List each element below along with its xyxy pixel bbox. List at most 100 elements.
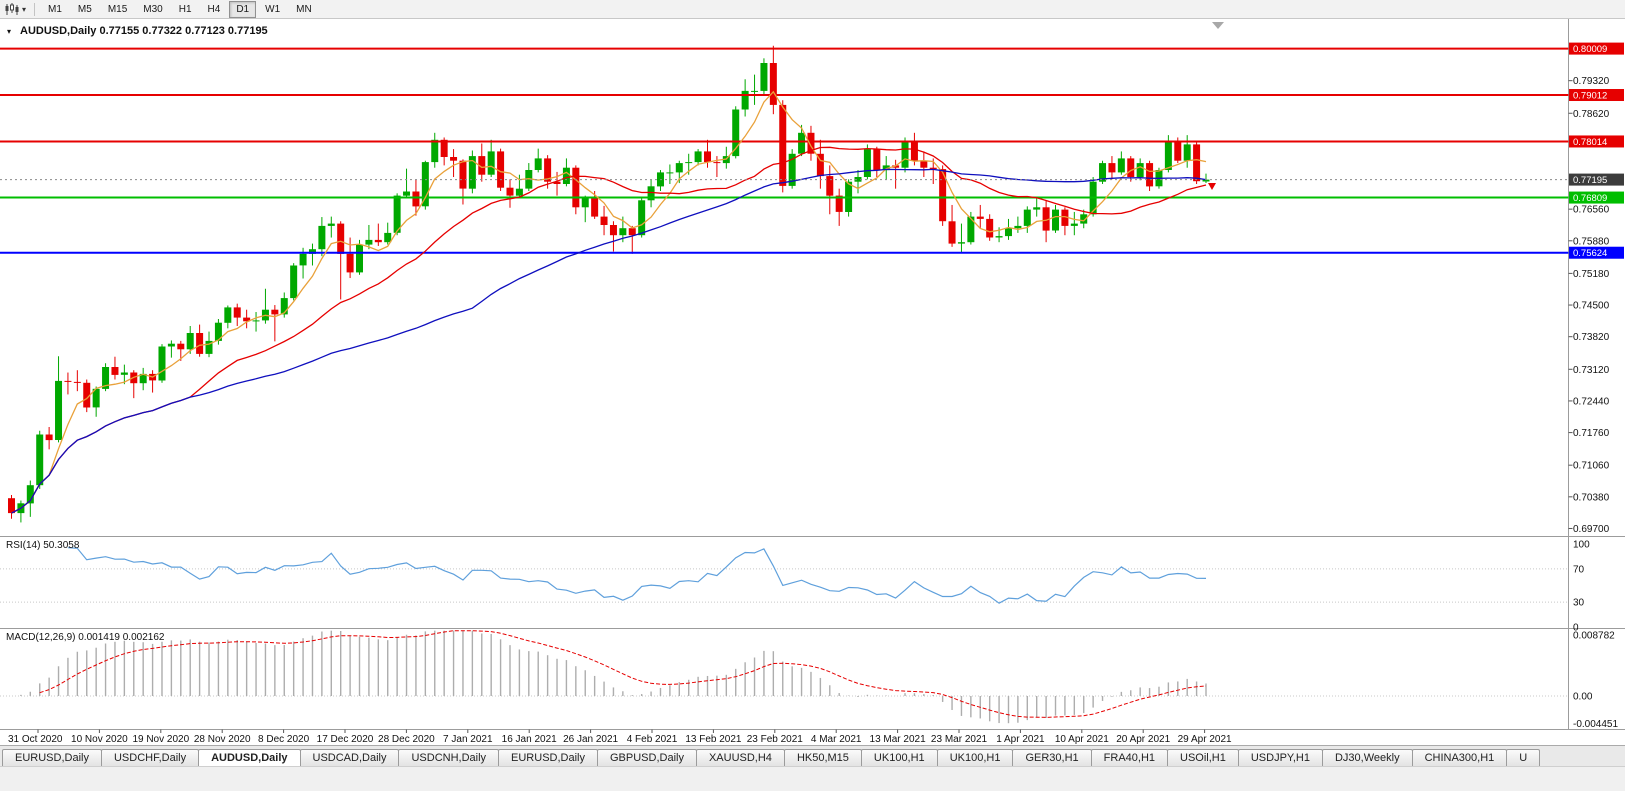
- ma-20-line: [11, 146, 1207, 514]
- ma-5-line: [11, 90, 1207, 514]
- chart-tab-usdcnhdaily[interactable]: USDCNH,Daily: [398, 749, 500, 766]
- macd-histogram: [20, 630, 1207, 724]
- svg-text:-0.004451: -0.004451: [1573, 719, 1618, 730]
- svg-text:0.008782: 0.008782: [1573, 630, 1615, 641]
- level-price-tag: [1569, 246, 1624, 259]
- timeframe-button-m1[interactable]: M1: [41, 1, 69, 18]
- macd-signal-line: [39, 630, 1207, 718]
- moving-averages: [11, 90, 1207, 514]
- chart-tab-eurusddaily[interactable]: EURUSD,Daily: [2, 749, 102, 766]
- svg-text:70: 70: [1573, 564, 1585, 575]
- ma-50-line: [11, 168, 1207, 514]
- svg-text:23 Feb 2021: 23 Feb 2021: [747, 734, 804, 745]
- chart-tab-usoilh1[interactable]: USOil,H1: [1167, 749, 1239, 766]
- chart-tab-uk100h1[interactable]: UK100,H1: [860, 749, 938, 766]
- svg-text:0.71060: 0.71060: [1573, 461, 1610, 472]
- svg-text:0.77195: 0.77195: [1573, 175, 1607, 186]
- level-price-tag: [1569, 42, 1624, 55]
- chart-tab-audusddaily[interactable]: AUDUSD,Daily: [198, 749, 301, 766]
- svg-text:0.73120: 0.73120: [1573, 365, 1610, 376]
- svg-text:30: 30: [1573, 598, 1585, 609]
- timeframe-buttons: M1 M5 M15 M30 H1 H4 D1 W1 MN: [40, 0, 320, 18]
- timeframe-button-m5[interactable]: M5: [71, 1, 99, 18]
- svg-text:0.79320: 0.79320: [1573, 76, 1610, 87]
- svg-text:28 Dec 2020: 28 Dec 2020: [378, 734, 435, 745]
- svg-text:0.76809: 0.76809: [1573, 193, 1607, 204]
- svg-text:0.69700: 0.69700: [1573, 524, 1610, 535]
- chart-shift-marker-icon[interactable]: [1212, 22, 1224, 29]
- svg-text:10 Nov 2020: 10 Nov 2020: [71, 734, 128, 745]
- chart-window-icon[interactable]: [3, 2, 21, 17]
- chart-tab-bar: EURUSD,Daily USDCHF,Daily AUDUSD,Daily USDC…: [0, 745, 1625, 766]
- timeframe-button-d1[interactable]: D1: [229, 0, 257, 18]
- svg-text:26 Jan 2021: 26 Jan 2021: [563, 734, 618, 745]
- axis-price-labels: 0.80009 0.79012 0.78014 0.76809 0.75624 0.771…: [1569, 42, 1624, 259]
- svg-text:31 Oct 2020: 31 Oct 2020: [8, 734, 63, 745]
- svg-text:28 Nov 2020: 28 Nov 2020: [194, 734, 251, 745]
- timeframe-button-h1[interactable]: H1: [172, 1, 199, 18]
- svg-text:10 Apr 2021: 10 Apr 2021: [1055, 734, 1109, 745]
- rsi-indicator-label: RSI(14) 50.3058: [6, 540, 80, 551]
- timeframes-toolbar: ▾ M1 M5 M15 M30 H1 H4 D1 W1 MN: [0, 0, 1625, 19]
- toolbar-separator: [34, 2, 36, 16]
- chart-tab-gbpusddaily[interactable]: GBPUSD,Daily: [597, 749, 697, 766]
- chart-tab-u[interactable]: U: [1506, 749, 1541, 766]
- timeframe-button-mn[interactable]: MN: [289, 1, 319, 18]
- svg-text:0.80009: 0.80009: [1573, 44, 1607, 55]
- svg-text:0.75880: 0.75880: [1573, 236, 1610, 247]
- chart-tab-ger30h1[interactable]: GER30,H1: [1012, 749, 1092, 766]
- chart-menu-caret-icon[interactable]: ▾: [22, 4, 27, 14]
- svg-text:20 Apr 2021: 20 Apr 2021: [1116, 734, 1170, 745]
- rsi-panel: 100 70 30 0: [0, 540, 1590, 634]
- svg-text:7 Jan 2021: 7 Jan 2021: [443, 734, 493, 745]
- chart-tab-usdjpyh1[interactable]: USDJPY,H1: [1237, 749, 1323, 766]
- svg-text:17 Dec 2020: 17 Dec 2020: [317, 734, 374, 745]
- rsi-line: [67, 547, 1207, 604]
- chart-tab-china300h1[interactable]: CHINA300,H1: [1411, 749, 1508, 766]
- svg-text:13 Feb 2021: 13 Feb 2021: [685, 734, 742, 745]
- svg-text:1 Apr 2021: 1 Apr 2021: [996, 734, 1045, 745]
- timeframe-button-w1[interactable]: W1: [258, 1, 287, 18]
- svg-text:8 Dec 2020: 8 Dec 2020: [258, 734, 310, 745]
- macd-panel: 0.008782 0.00 -0.004451: [0, 630, 1618, 730]
- svg-text:0.70380: 0.70380: [1573, 492, 1610, 503]
- svg-text:0.75180: 0.75180: [1573, 269, 1610, 280]
- level-price-tag: [1569, 135, 1624, 148]
- svg-text:0.75624: 0.75624: [1573, 248, 1607, 259]
- chart-tab-dj30weekly[interactable]: DJ30,Weekly: [1321, 749, 1413, 766]
- svg-text:0.73820: 0.73820: [1573, 332, 1610, 343]
- chart-tab-eurusddaily[interactable]: EURUSD,Daily: [498, 749, 598, 766]
- chart-tab-usdcaddaily[interactable]: USDCAD,Daily: [299, 749, 400, 766]
- svg-text:13 Mar 2021: 13 Mar 2021: [870, 734, 927, 745]
- symbol-caret-icon: ▾: [7, 27, 12, 36]
- chart-tab-xauusdh4[interactable]: XAUUSD,H4: [695, 749, 785, 766]
- svg-text:19 Nov 2020: 19 Nov 2020: [132, 734, 189, 745]
- chart-tab-uk100h1[interactable]: UK100,H1: [936, 749, 1014, 766]
- svg-text:0: 0: [1573, 623, 1579, 634]
- svg-text:4 Mar 2021: 4 Mar 2021: [811, 734, 862, 745]
- timeframe-button-m30[interactable]: M30: [136, 1, 169, 18]
- level-price-tag: [1569, 191, 1624, 204]
- symbol-ohlc-readout: AUDUSD,Daily 0.77155 0.77322 0.77123 0.7…: [20, 25, 268, 37]
- svg-text:0.00: 0.00: [1573, 692, 1593, 703]
- chart-tab-hk50m15[interactable]: HK50,M15: [783, 749, 862, 766]
- svg-text:0.72440: 0.72440: [1573, 396, 1610, 407]
- svg-text:100: 100: [1573, 540, 1590, 551]
- chart-tab-usdchfdaily[interactable]: USDCHF,Daily: [100, 749, 200, 766]
- panel-dividers: [0, 19, 1625, 730]
- svg-text:0.71760: 0.71760: [1573, 428, 1610, 439]
- chart-tab-fra40h1[interactable]: FRA40,H1: [1090, 749, 1169, 766]
- timeframe-button-h4[interactable]: H4: [201, 1, 228, 18]
- macd-indicator-label: MACD(12,26,9) 0.001419 0.002162: [6, 632, 165, 643]
- current-price-tag: [1569, 173, 1624, 186]
- chart-area: 0.79320 0.78620 0.76560 0.75880 0.75180 0.745…: [0, 19, 1625, 745]
- svg-text:29 Apr 2021: 29 Apr 2021: [1178, 734, 1232, 745]
- timeframe-button-m15[interactable]: M15: [101, 1, 134, 18]
- price-axis[interactable]: 0.79320 0.78620 0.76560 0.75880 0.75180 0.745…: [1568, 76, 1610, 535]
- svg-text:23 Mar 2021: 23 Mar 2021: [931, 734, 988, 745]
- chart-canvas[interactable]: 0.79320 0.78620 0.76560 0.75880 0.75180 0.745…: [0, 19, 1625, 745]
- time-axis[interactable]: 31 Oct 2020 10 Nov 2020 19 Nov 2020 28 Nov …: [8, 729, 1232, 746]
- status-bar: [0, 766, 1625, 791]
- svg-text:0.78014: 0.78014: [1573, 137, 1607, 148]
